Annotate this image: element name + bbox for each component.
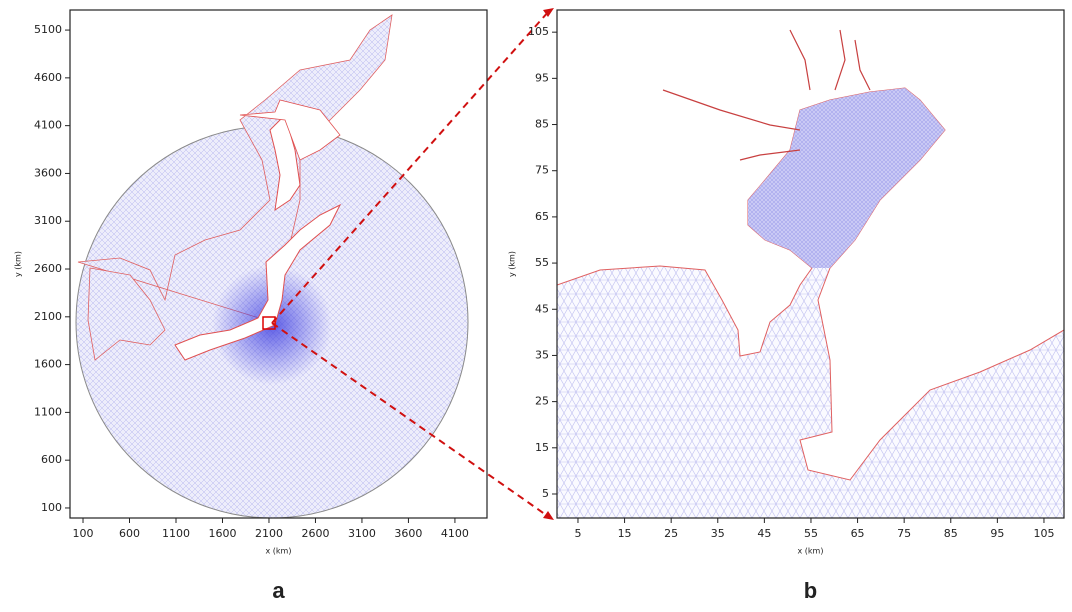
y-axis-label: y (km) [508, 251, 517, 277]
plot-frame [69, 9, 488, 519]
y-tick-label: 5 [542, 487, 549, 500]
y-tick-label: 1600 [34, 358, 62, 371]
y-tick-label: 45 [535, 302, 549, 315]
x-tick-label: 95 [990, 527, 1004, 540]
x-tick-label: 1600 [208, 527, 236, 540]
y-tick-label: 25 [535, 395, 549, 408]
y-tick-label: 65 [535, 210, 549, 223]
x-tick-label: 75 [897, 527, 911, 540]
x-tick-label: 35 [711, 527, 725, 540]
y-tick-label: 600 [41, 453, 62, 466]
zoom-connector [271, 10, 550, 518]
x-tick-label: 2100 [255, 527, 283, 540]
mesh-a [75, 14, 469, 518]
y-tick-label: 95 [535, 71, 549, 84]
x-tick-label: 4100 [441, 527, 469, 540]
x-tick-label: 85 [944, 527, 958, 540]
y-tick-label: 3100 [34, 214, 62, 227]
panel-caption: a [272, 578, 285, 603]
x-tick-label: 3100 [348, 527, 376, 540]
x-tick-label: 105 [1033, 527, 1054, 540]
x-axis-label: x (km) [266, 547, 292, 556]
y-tick-label: 85 [535, 118, 549, 131]
y-tick-label: 75 [535, 164, 549, 177]
y-tick-label: 2100 [34, 310, 62, 323]
y-tick-label: 105 [528, 25, 549, 38]
y-tick-label: 35 [535, 348, 549, 361]
x-tick-label: 25 [664, 527, 678, 540]
y-tick-label: 1100 [34, 405, 62, 418]
x-tick-label: 2600 [301, 527, 329, 540]
x-tick-label: 65 [851, 527, 865, 540]
x-tick-label: 3600 [394, 527, 422, 540]
y-tick-label: 55 [535, 256, 549, 269]
x-tick-label: 600 [119, 527, 140, 540]
x-tick-label: 55 [804, 527, 818, 540]
y-tick-label: 5100 [34, 23, 62, 36]
y-axis-label: y (km) [14, 251, 23, 277]
x-axis-label: x (km) [798, 547, 824, 556]
y-tick-label: 3600 [34, 166, 62, 179]
x-tick-label: 1100 [162, 527, 190, 540]
x-tick-label: 45 [757, 527, 771, 540]
x-tick-label: 100 [73, 527, 94, 540]
x-tick-label: 15 [618, 527, 632, 540]
panel-caption: b [804, 578, 817, 603]
y-tick-label: 4600 [34, 71, 62, 84]
y-tick-label: 4100 [34, 119, 62, 132]
x-tick-label: 5 [574, 527, 581, 540]
mesh-b [557, 29, 1064, 518]
y-tick-label: 2600 [34, 262, 62, 275]
y-tick-label: 100 [41, 501, 62, 514]
y-tick-label: 15 [535, 441, 549, 454]
